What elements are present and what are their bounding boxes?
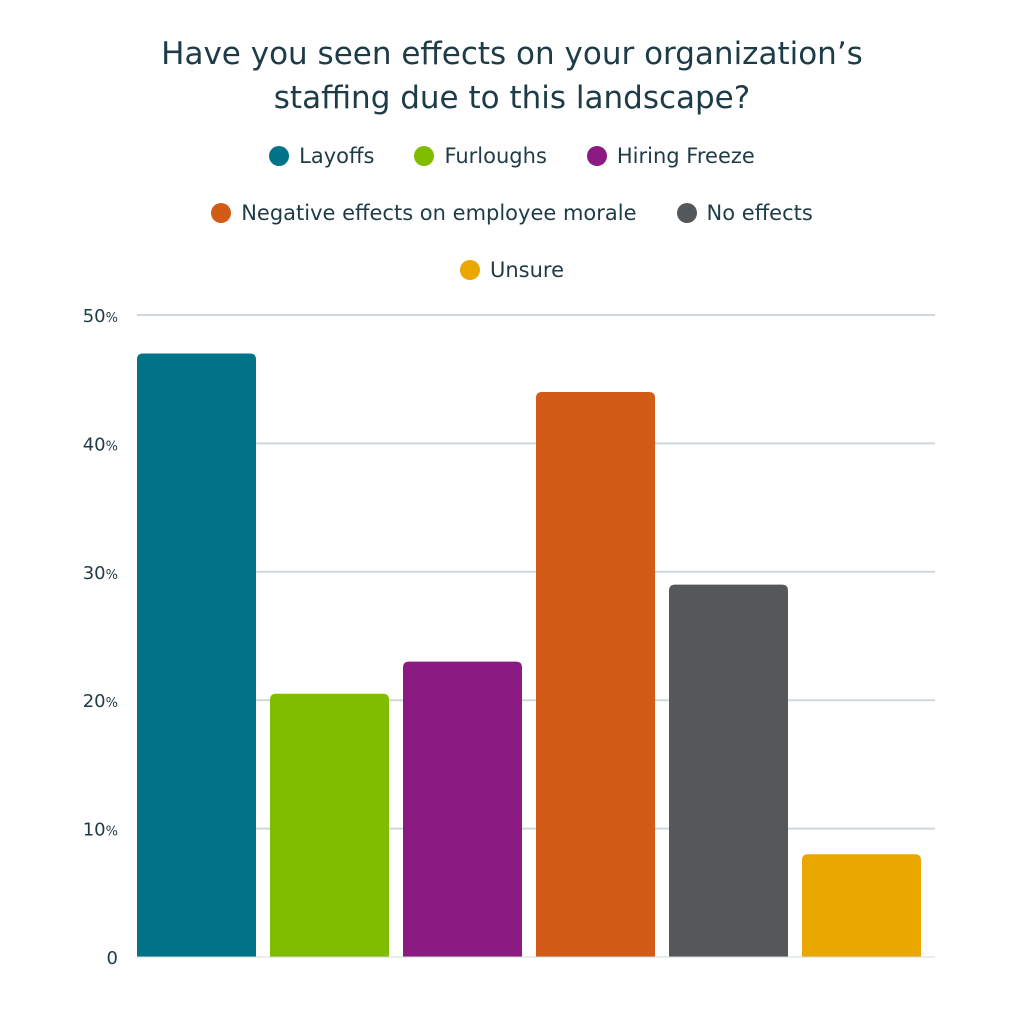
y-tick-label-30: 30% <box>83 563 118 584</box>
legend-item-negative-morale: Negative effects on employee morale <box>211 201 637 225</box>
legend-label-no-effects: No effects <box>706 201 813 225</box>
bar-no-effects <box>669 584 788 957</box>
bar-furloughs <box>270 693 389 957</box>
legend-item-furloughs: Furloughs <box>414 144 547 168</box>
y-tick-label-20: 20% <box>83 691 118 712</box>
legend-row-1: Layoffs Furloughs Hiring Freeze <box>0 144 1024 168</box>
legend-swatch-furloughs <box>414 146 435 166</box>
legend-label-negative-morale: Negative effects on employee morale <box>241 201 637 225</box>
legend-swatch-no-effects <box>676 203 697 223</box>
chart-title: Have you seen effects on your organizati… <box>0 32 1024 120</box>
legend-item-layoffs: Layoffs <box>269 144 374 168</box>
legend-swatch-layoffs <box>269 146 290 166</box>
legend-item-hiring-freeze: Hiring Freeze <box>586 144 755 168</box>
legend-swatch-negative-morale <box>211 203 232 223</box>
legend-item-unsure: Unsure <box>459 258 565 282</box>
y-tick-label-0: 0 <box>107 948 118 969</box>
legend-item-no-effects: No effects <box>676 201 813 225</box>
bar-layoffs <box>137 353 256 957</box>
bar-hiring-freeze <box>403 661 522 957</box>
legend-label-hiring-freeze: Hiring Freeze <box>616 144 755 168</box>
chart-title-line-1: Have you seen effects on your organizati… <box>161 36 863 72</box>
legend-swatch-unsure <box>459 260 480 280</box>
legend-label-furloughs: Furloughs <box>444 144 547 168</box>
chart-title-line-2: staffing due to this landscape? <box>273 80 751 116</box>
y-tick-label-50: 50% <box>83 306 118 327</box>
y-tick-label-40: 40% <box>83 434 118 455</box>
legend-label-layoffs: Layoffs <box>299 144 375 168</box>
bar-negative-effects-on-employee-morale <box>536 392 655 957</box>
legend-row-2: Negative effects on employee morale No e… <box>0 201 1024 225</box>
legend-label-unsure: Unsure <box>489 258 565 282</box>
legend-swatch-hiring-freeze <box>586 146 607 166</box>
legend-row-3: Unsure <box>0 258 1024 282</box>
bar-unsure <box>802 854 921 957</box>
y-tick-label-10: 10% <box>83 820 118 841</box>
